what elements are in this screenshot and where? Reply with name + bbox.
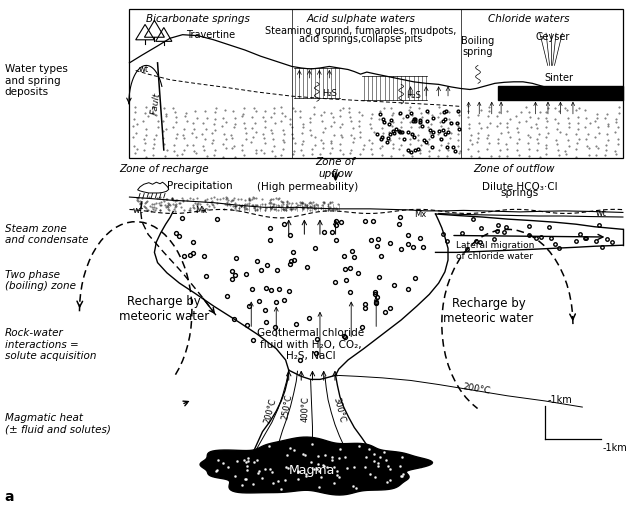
Text: Travertine: Travertine [186, 30, 235, 40]
Text: 200°C: 200°C [262, 398, 278, 425]
Text: wt: wt [139, 64, 149, 74]
Text: Steam zone
and condensate: Steam zone and condensate [4, 224, 88, 245]
Text: Magmatic heat
(± fluid and solutes): Magmatic heat (± fluid and solutes) [4, 413, 110, 435]
Polygon shape [200, 437, 432, 495]
Text: -1km: -1km [603, 443, 628, 453]
Text: 200°C: 200°C [462, 382, 491, 396]
Text: Dilute HCO₃·Cl: Dilute HCO₃·Cl [482, 182, 558, 192]
Text: Sinter: Sinter [545, 73, 574, 83]
Text: Zone of recharge: Zone of recharge [119, 164, 209, 174]
Text: Fault: Fault [150, 92, 162, 115]
Text: Steaming ground, fumaroles, mudpots,: Steaming ground, fumaroles, mudpots, [265, 26, 456, 36]
Text: Acid sulphate waters: Acid sulphate waters [306, 14, 415, 24]
Bar [129, 9, 623, 158]
Text: Recharge by
meteoric water: Recharge by meteoric water [444, 297, 534, 325]
Text: Geothermal chloride
fluid with H₂O, CO₂,
H₂S, NaCl: Geothermal chloride fluid with H₂O, CO₂,… [257, 328, 364, 361]
Text: Rock-water
interactions =
solute acquisition: Rock-water interactions = solute acquisi… [4, 328, 96, 361]
Text: Recharge by
meteoric water: Recharge by meteoric water [119, 295, 209, 323]
Text: Mx: Mx [414, 210, 426, 219]
Text: H₂S: H₂S [322, 89, 337, 98]
Text: 300°C: 300°C [331, 397, 346, 424]
Text: Zone of
upflow: Zone of upflow [316, 157, 356, 179]
Text: H₂S: H₂S [406, 91, 421, 99]
Polygon shape [138, 182, 169, 193]
Text: Bicarbonate springs: Bicarbonate springs [146, 14, 250, 24]
Text: Two phase
(boiling) zone: Two phase (boiling) zone [4, 270, 75, 291]
Text: -1km: -1km [548, 394, 573, 404]
Text: Lateral migration
of chloride water: Lateral migration of chloride water [456, 241, 534, 261]
Text: Zone of outflow: Zone of outflow [473, 164, 554, 174]
Text: Mx: Mx [195, 207, 207, 215]
Text: acid springs,collapse pits: acid springs,collapse pits [299, 33, 422, 44]
Text: Boiling
spring: Boiling spring [461, 36, 494, 57]
Text: (High permeability): (High permeability) [257, 182, 358, 192]
Text: Chloride waters: Chloride waters [488, 14, 570, 24]
Text: springs: springs [501, 188, 539, 198]
Text: 250°C: 250°C [281, 393, 294, 421]
Text: Geyser: Geyser [536, 32, 570, 42]
Polygon shape [498, 86, 623, 100]
Text: Water types
and spring
deposits: Water types and spring deposits [4, 64, 67, 97]
Text: Magma: Magma [288, 464, 335, 476]
Text: Precipitation: Precipitation [167, 181, 233, 191]
Text: 400°C: 400°C [301, 396, 311, 422]
Text: wt: wt [133, 206, 143, 215]
Text: a: a [4, 490, 14, 504]
Text: wt: wt [595, 209, 607, 218]
